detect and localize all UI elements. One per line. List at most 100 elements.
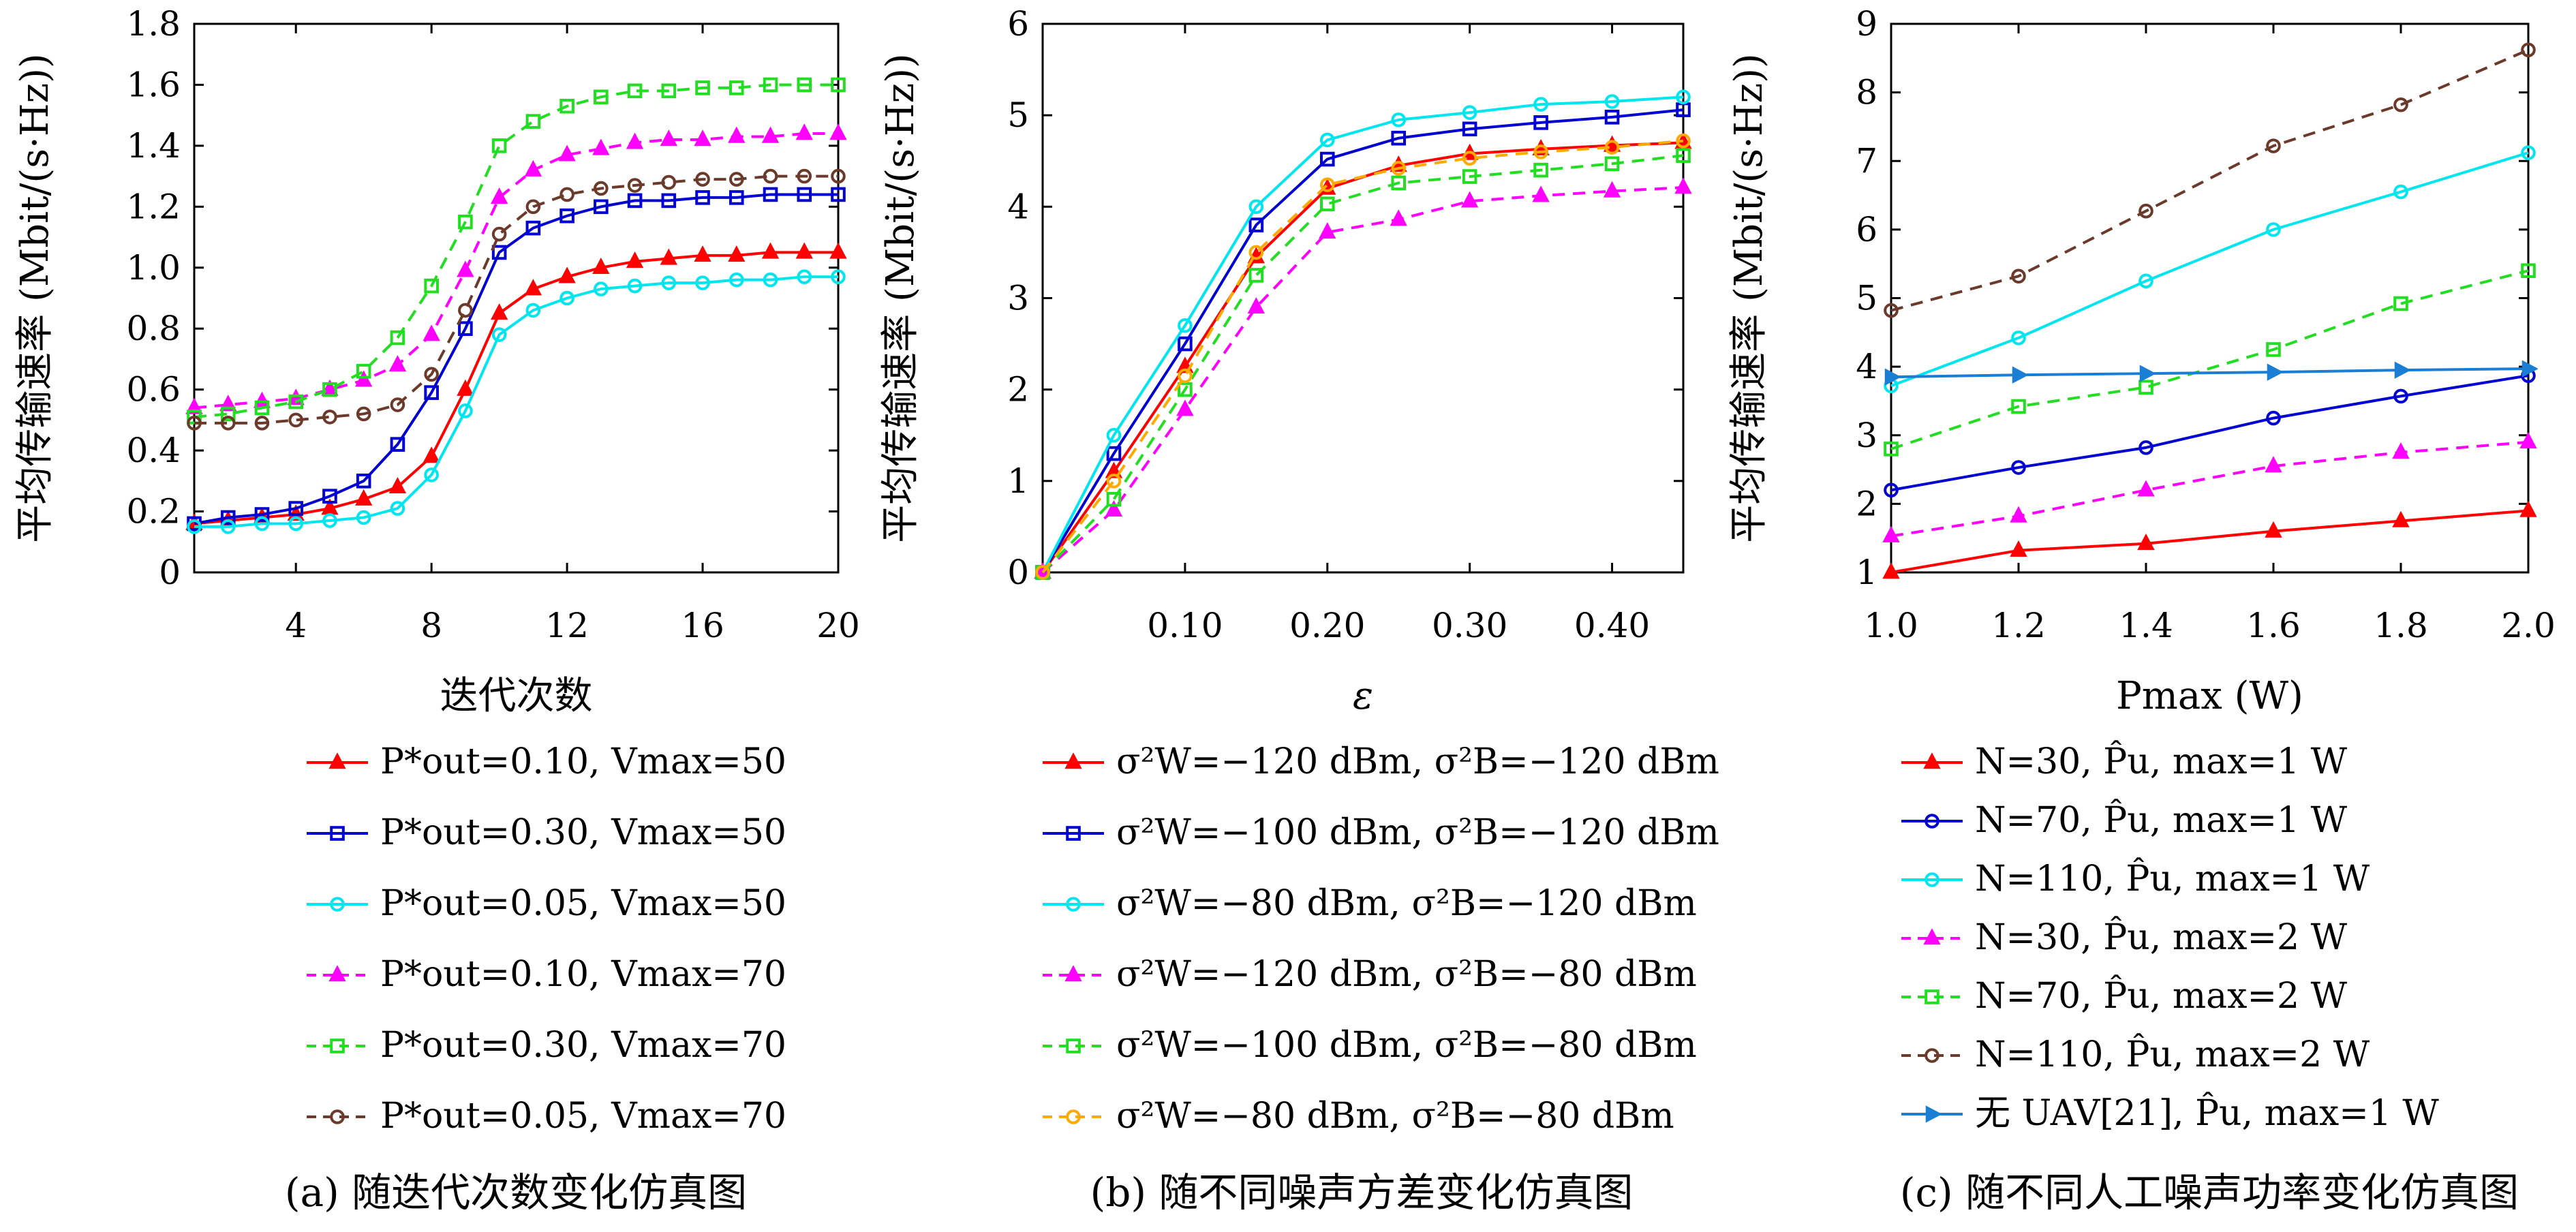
data-point — [627, 83, 643, 99]
legend-marker — [1925, 872, 1939, 887]
data-point — [797, 269, 812, 284]
data-point — [728, 126, 746, 143]
panel-caption: (c) 随不同人工噪声功率变化仿真图 — [1900, 1169, 2519, 1216]
data-point — [1604, 156, 1620, 172]
data-point — [524, 159, 542, 176]
y-tick-label: 6 — [1007, 4, 1029, 44]
data-point — [1248, 268, 1264, 283]
x-tick-label: 2.0 — [2501, 606, 2556, 645]
series-0 — [1034, 132, 1692, 579]
data-point — [1533, 162, 1548, 178]
data-point — [592, 257, 610, 275]
data-point — [1604, 110, 1620, 125]
data-point — [558, 266, 576, 283]
data-point — [660, 248, 677, 265]
legend-marker — [328, 752, 346, 769]
y-tick-label: 0 — [1007, 553, 1029, 592]
data-point — [831, 269, 846, 284]
series-3 — [1034, 177, 1692, 579]
data-point — [795, 123, 813, 140]
legend-item: N=30, P̂u, max=2 W — [1901, 917, 2348, 958]
data-point — [525, 303, 541, 318]
y-tick-label: 6 — [1856, 210, 1877, 249]
y-tick-label: 9 — [1856, 4, 1877, 44]
data-point — [1319, 222, 1336, 239]
x-tick-label: 1.0 — [1864, 606, 1918, 645]
data-point — [2010, 540, 2027, 557]
series-5 — [187, 168, 846, 431]
legend-label: 无 UAV[21], P̂u, max=1 W — [1975, 1092, 2439, 1134]
data-point — [1178, 368, 1193, 384]
data-point — [457, 260, 474, 277]
data-point — [2010, 506, 2027, 523]
legend-marker — [330, 1038, 345, 1053]
data-point — [627, 193, 643, 209]
legend-item: P*out=0.05, Vmax=70 — [307, 1096, 786, 1137]
data-point — [220, 519, 236, 534]
data-point — [1105, 499, 1123, 517]
data-point — [1884, 482, 1899, 498]
y-tick-label: 1 — [1007, 461, 1029, 501]
data-point — [1106, 427, 1122, 443]
data-point — [829, 123, 847, 140]
data-point — [627, 178, 643, 193]
data-point — [761, 242, 780, 259]
legend-item: σ²W=−120 dBm, σ²B=−120 dBm — [1043, 741, 1719, 782]
data-point — [1884, 303, 1899, 318]
legend-label: N=110, P̂u, max=1 W — [1975, 858, 2370, 899]
data-point — [220, 406, 236, 422]
panel-b: 0 1 2 3 4 5 6 0.10 0.20 0.30 0.40 ε 平均传输速率 (Mbit/(s·… — [878, 4, 1719, 1216]
series-line — [194, 193, 838, 525]
data-point — [1178, 382, 1193, 397]
data-point — [1676, 148, 1691, 163]
data-point — [2138, 273, 2153, 289]
x-tick-label: 1.6 — [2246, 606, 2301, 645]
legend-label: P*out=0.10, Vmax=50 — [380, 741, 786, 782]
data-point — [1178, 336, 1193, 352]
data-point — [797, 187, 812, 202]
data-point — [660, 129, 677, 147]
data-point — [220, 416, 236, 431]
data-point — [592, 138, 610, 155]
plot-frame — [1890, 22, 2530, 574]
data-point — [2393, 97, 2408, 112]
data-point — [1462, 121, 1477, 137]
data-point — [1319, 132, 1335, 148]
series-1 — [1884, 368, 2536, 498]
data-point — [1533, 115, 1548, 130]
data-point — [424, 467, 439, 482]
y-tick-label: 4 — [1007, 187, 1029, 226]
y-tick-label: 1 — [1856, 553, 1877, 592]
legend-label: σ²W=−100 dBm, σ²B=−80 dBm — [1116, 1025, 1697, 1066]
data-point — [831, 187, 846, 202]
data-point — [763, 77, 778, 93]
data-point — [626, 251, 644, 268]
data-point — [1604, 140, 1620, 155]
data-point — [1532, 185, 1550, 202]
y-tick-label: 7 — [1856, 141, 1877, 181]
data-point — [1884, 368, 1901, 386]
data-point — [1533, 97, 1548, 112]
data-point — [594, 281, 609, 296]
data-point — [491, 138, 507, 153]
data-point — [1391, 175, 1407, 191]
data-point — [2011, 268, 2026, 284]
data-point — [1882, 562, 1900, 579]
y-tick-label: 4 — [1856, 347, 1877, 386]
data-point — [287, 504, 305, 521]
plot-frame — [193, 22, 840, 574]
data-point — [1106, 474, 1122, 489]
y-tick-label: 5 — [1007, 95, 1029, 135]
legend-label: P*out=0.05, Vmax=70 — [380, 1096, 786, 1137]
x-axis-label: ε — [1353, 674, 1373, 718]
data-point — [524, 279, 542, 296]
legend-item: σ²W=−120 dBm, σ²B=−80 dBm — [1043, 954, 1697, 995]
data-point — [2519, 500, 2537, 517]
data-point — [390, 437, 405, 452]
data-point — [423, 446, 440, 463]
data-point — [2521, 42, 2536, 58]
data-point — [288, 412, 304, 428]
data-point — [322, 489, 337, 504]
series-line — [194, 83, 838, 418]
